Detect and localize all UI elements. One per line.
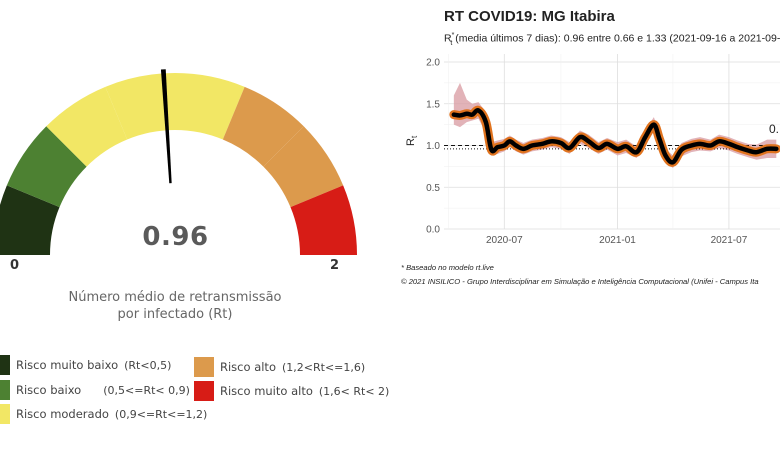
- legend-range: (1,2<Rt<=1,6): [281, 360, 366, 374]
- gauge-caption-line-2: por infectado (Rt): [117, 307, 233, 322]
- x-tick-label: 2020-07: [486, 235, 523, 246]
- gauge-max-label: 2: [330, 258, 340, 273]
- legend-swatch: [0, 380, 10, 400]
- gauge-band-6: [263, 126, 344, 208]
- legend-label: Risco moderado: [16, 407, 109, 421]
- gauge-value: 0.96: [142, 222, 209, 252]
- gauge-band-2: [46, 86, 128, 167]
- gauge-needle-shape: [160, 69, 172, 184]
- rt-gauge: [0, 69, 357, 255]
- gauge-band-5: [222, 86, 304, 167]
- chart-subtitle: R*t (media últimos 7 dias): 0.96 entre 0…: [444, 32, 780, 47]
- gauge-band-0: [0, 185, 60, 255]
- gauge-caption-line-1: Número médio de retransmissão: [68, 290, 282, 305]
- chart-note-copyright: © 2021 INSILICO - Grupo Interdisciplinar…: [401, 277, 759, 286]
- subtitle-symbol: R: [444, 32, 452, 45]
- legend-swatch: [194, 357, 214, 377]
- gauge-band-4: [175, 73, 245, 140]
- subtitle-sup: *: [451, 32, 455, 39]
- gauge-band-7: [290, 185, 357, 255]
- rt-chart-panel: RT COVID19: MG Itabira R*t (media último…: [395, 0, 780, 450]
- legend-range: (0,9<=Rt<=1,2): [114, 407, 208, 421]
- y-axis-title-sub: t: [410, 135, 419, 138]
- rt-gauge-panel: 0 2 0.96 Número médio de retransmissão p…: [0, 0, 389, 450]
- legend-item-baixo: Risco baixo (0,5<=Rt< 0,9): [0, 380, 190, 400]
- legend-label: Risco baixo: [16, 383, 82, 397]
- legend-item-moderado: Risco moderado (0,9<=Rt<=1,2): [0, 404, 207, 424]
- gauge-band-1: [6, 126, 87, 208]
- credible-interval-band: [453, 82, 777, 169]
- legend-item-muito-baixo: Risco muito baixo (Rt<0,5): [0, 355, 171, 375]
- y-axis-title: Rt: [405, 135, 419, 146]
- y-tick-label: 2.0: [426, 58, 440, 69]
- y-tick-label: 0.0: [426, 225, 440, 236]
- legend-swatch: [0, 355, 10, 375]
- chart-lines: [449, 105, 780, 167]
- chart-axes: 0.0 0.5 1.0 1.5 2.0 2020-07 2021-01 2021-07: [426, 58, 748, 247]
- gauge-needle: [160, 69, 172, 184]
- chart-band: [453, 82, 777, 169]
- y-tick-label: 0.5: [426, 183, 440, 194]
- subtitle-sub: t: [450, 39, 453, 47]
- gauge-caption: Número médio de retransmissão por infect…: [40, 289, 310, 323]
- gauge-min-label: 0: [10, 258, 20, 273]
- chart-end-label: 0.: [769, 122, 779, 136]
- legend-swatch: [194, 381, 214, 401]
- gauge-band-3: [105, 73, 175, 140]
- gauge-bands: [0, 73, 357, 255]
- subtitle-text: (media últimos 7 dias): 0.96 entre 0.66 …: [452, 32, 780, 45]
- legend-range: (Rt<0,5): [124, 358, 172, 372]
- legend-range: (0,5<=Rt< 0,9): [103, 383, 190, 397]
- x-tick-label: 2021-07: [711, 235, 748, 246]
- y-axis-title-main: R: [405, 138, 417, 146]
- legend-label: Risco muito baixo: [16, 358, 119, 372]
- legend-item-muito-alto: Risco muito alto (1,6< Rt< 2): [194, 381, 389, 401]
- legend-label: Risco muito alto: [220, 384, 313, 398]
- rt-series-line: [451, 108, 779, 165]
- y-tick-label: 1.0: [426, 141, 440, 152]
- chart-title: RT COVID19: MG Itabira: [444, 8, 615, 25]
- chart-note-model: * Baseado no modelo rt.live: [401, 263, 494, 272]
- legend-range: (1,6< Rt< 2): [318, 384, 390, 398]
- legend-label: Risco alto: [220, 360, 276, 374]
- legend-swatch: [0, 404, 10, 424]
- rt-series-outline: [449, 105, 780, 167]
- legend-item-alto: Risco alto (1,2<Rt<=1,6): [194, 357, 365, 377]
- y-tick-label: 1.5: [426, 99, 440, 110]
- x-tick-label: 2021-01: [599, 235, 636, 246]
